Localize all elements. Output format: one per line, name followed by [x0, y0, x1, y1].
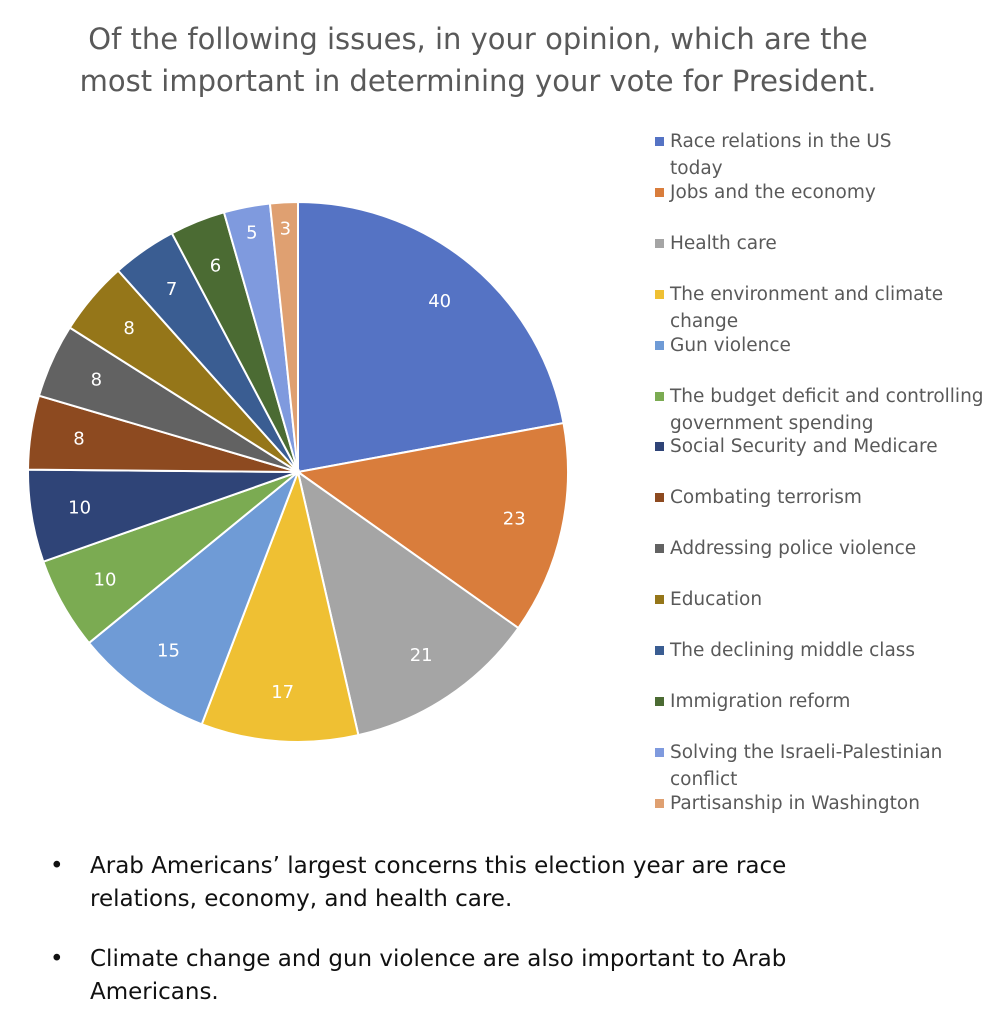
legend-swatch — [655, 238, 664, 248]
legend-swatch — [655, 289, 664, 299]
legend-label: The environment and climate change — [670, 283, 944, 332]
legend-item: Education — [655, 586, 995, 613]
legend-swatch — [655, 340, 664, 350]
legend-item: Jobs and the economy — [655, 179, 995, 206]
legend-label: Addressing police violence — [670, 538, 917, 560]
legend-label: Combating terrorism — [670, 487, 862, 509]
data-label: 6 — [210, 256, 221, 277]
data-label: 40 — [428, 291, 451, 312]
legend-item: The declining middle class — [655, 637, 995, 664]
legend-item: Social Security and Medicare — [655, 433, 995, 460]
pie-slice — [295, 421, 569, 630]
pie-slice — [87, 468, 301, 726]
legend-label: Solving the Israeli-Palestinian conflict — [670, 741, 943, 790]
data-label: 10 — [94, 569, 117, 590]
chart-title: Of the following issues, in your opinion… — [79, 22, 877, 98]
legend-label: Health care — [670, 232, 777, 254]
data-label: 5 — [246, 222, 257, 243]
legend-label: Gun violence — [670, 334, 791, 356]
legend-swatch — [655, 442, 664, 452]
legend-item: The budget deficit and controlling gover… — [655, 383, 995, 437]
legend-swatch — [655, 493, 664, 503]
data-label: 3 — [280, 218, 291, 239]
bullet-item: Climate change and gun violence are also… — [50, 943, 850, 1009]
legend-label: The budget deficit and controlling gover… — [670, 385, 984, 434]
legend-swatch — [655, 187, 664, 197]
legend-label: The declining middle class — [670, 640, 916, 661]
legend-label: Immigration reform — [670, 690, 851, 712]
legend-swatch — [655, 696, 664, 706]
legend-item: Health care — [655, 230, 995, 257]
data-label: 21 — [410, 645, 433, 666]
legend-item: Race relations in the US today — [655, 128, 900, 182]
legend-item: The environment and climate change — [655, 281, 950, 335]
legend-item: Addressing police violence — [655, 535, 995, 562]
legend-item: Combating terrorism — [655, 484, 995, 511]
legend-swatch — [655, 646, 664, 655]
pie-slice — [297, 200, 565, 474]
legend-label: Social Security and Medicare — [670, 436, 938, 458]
pie-slice — [296, 469, 520, 737]
legend-swatch — [655, 595, 664, 605]
data-label: 23 — [503, 509, 526, 530]
legend-item: Immigration reform — [655, 688, 995, 715]
pie-chart: 40 23 21 17 15 10 10 8 8 8 7 6 5 3 — [27, 200, 569, 743]
data-label: 17 — [271, 682, 294, 703]
data-label: 10 — [68, 497, 91, 518]
legend-label: Partisanship in Washington — [670, 792, 920, 814]
legend-label: Race relations in the US today — [670, 131, 892, 179]
legend-swatch — [655, 544, 664, 554]
data-label: 8 — [91, 370, 102, 391]
legend-swatch — [655, 137, 664, 146]
legend-swatch — [655, 798, 664, 808]
legend-item: Gun violence — [655, 332, 995, 359]
legend-item: Solving the Israeli-Palestinian conflict — [655, 739, 950, 793]
bullet-item: Arab Americans’ largest concerns this el… — [50, 850, 850, 916]
data-label: 7 — [166, 279, 177, 300]
legend-swatch — [655, 391, 664, 401]
data-label: 15 — [157, 641, 180, 662]
legend-item: Partisanship in Washington — [655, 790, 995, 817]
data-label: 8 — [123, 318, 134, 339]
pie-slice — [268, 200, 299, 473]
pie-slice — [200, 468, 360, 743]
legend-label: Jobs and the economy — [670, 181, 876, 203]
data-label: 8 — [73, 428, 84, 449]
bullet-list: Arab Americans’ largest concerns this el… — [50, 850, 850, 1036]
legend-label: Education — [670, 589, 763, 611]
legend-swatch — [655, 747, 664, 757]
